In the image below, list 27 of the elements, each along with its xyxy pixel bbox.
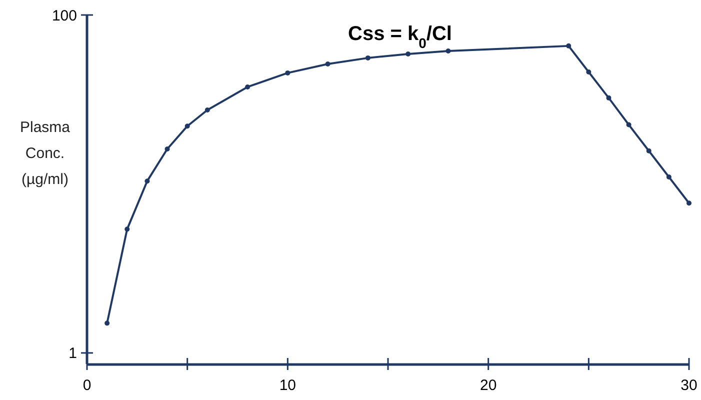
x-tick-label: 20 — [480, 377, 497, 394]
point — [566, 43, 572, 48]
point — [124, 226, 130, 232]
point — [686, 200, 692, 206]
point — [606, 95, 612, 100]
x-tick-label: 10 — [279, 377, 296, 394]
point — [204, 108, 210, 112]
point — [104, 320, 110, 326]
point — [406, 51, 411, 56]
point — [646, 148, 652, 154]
point — [245, 84, 250, 90]
point — [586, 69, 592, 74]
y-tick-label: 1 — [68, 345, 77, 362]
point — [666, 174, 672, 180]
point — [184, 124, 190, 129]
x-tick-label: 0 — [82, 377, 92, 394]
point — [285, 70, 290, 76]
y-tick-label: 100 — [52, 7, 77, 24]
point — [144, 178, 150, 184]
point — [446, 48, 451, 54]
point — [365, 55, 370, 60]
x-tick-label: 30 — [680, 377, 698, 394]
point — [164, 146, 170, 152]
point — [626, 122, 632, 128]
point — [325, 61, 330, 66]
y-axis-title: Plasma Conc. (µg/ml) — [20, 119, 71, 188]
text: Css = k$_{0}$/Cl — [348, 23, 452, 51]
